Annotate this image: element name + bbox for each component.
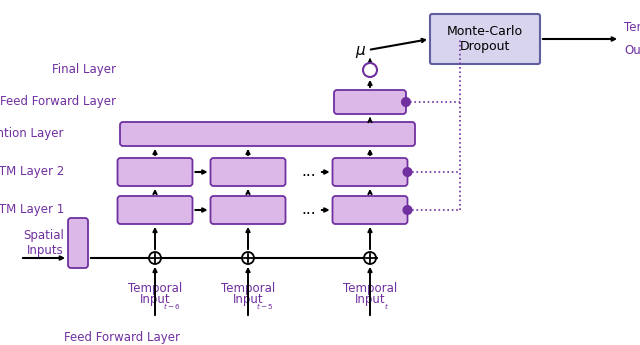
FancyBboxPatch shape bbox=[333, 158, 408, 186]
FancyBboxPatch shape bbox=[430, 14, 540, 64]
Circle shape bbox=[364, 252, 376, 264]
Circle shape bbox=[403, 168, 412, 176]
Text: Temporal: Temporal bbox=[128, 282, 182, 295]
Text: Output: Output bbox=[624, 44, 640, 57]
Text: Attention Layer: Attention Layer bbox=[0, 128, 64, 140]
FancyBboxPatch shape bbox=[120, 122, 415, 146]
Text: Temporal: Temporal bbox=[343, 282, 397, 295]
Text: Feed Forward Layer: Feed Forward Layer bbox=[0, 96, 116, 108]
FancyBboxPatch shape bbox=[211, 158, 285, 186]
Text: ...: ... bbox=[301, 203, 316, 217]
FancyBboxPatch shape bbox=[68, 218, 88, 268]
Text: Temporal: Temporal bbox=[221, 282, 275, 295]
Text: $_{t}$: $_{t}$ bbox=[385, 302, 390, 312]
Circle shape bbox=[403, 206, 412, 214]
FancyBboxPatch shape bbox=[333, 196, 408, 224]
Text: LSTM Layer 2: LSTM Layer 2 bbox=[0, 166, 64, 178]
FancyBboxPatch shape bbox=[118, 196, 193, 224]
Circle shape bbox=[242, 252, 254, 264]
Text: Final Layer: Final Layer bbox=[52, 63, 116, 77]
Text: LSTM Layer 1: LSTM Layer 1 bbox=[0, 204, 64, 217]
Text: μ: μ bbox=[355, 42, 365, 58]
Text: $_{t-5}$: $_{t-5}$ bbox=[256, 302, 274, 312]
Circle shape bbox=[149, 252, 161, 264]
Text: Input: Input bbox=[233, 293, 263, 306]
Text: Input: Input bbox=[140, 293, 170, 306]
Circle shape bbox=[402, 98, 410, 106]
Text: $_{t-6}$: $_{t-6}$ bbox=[163, 302, 181, 312]
Text: Feed Forward Layer: Feed Forward Layer bbox=[64, 332, 180, 345]
Text: Input: Input bbox=[355, 293, 385, 306]
Text: ...: ... bbox=[301, 165, 316, 179]
Text: Monte-Carlo
Dropout: Monte-Carlo Dropout bbox=[447, 25, 523, 53]
FancyBboxPatch shape bbox=[118, 158, 193, 186]
Text: Temporal: Temporal bbox=[624, 21, 640, 34]
FancyBboxPatch shape bbox=[334, 90, 406, 114]
Text: Spatial
Inputs: Spatial Inputs bbox=[23, 229, 64, 257]
FancyBboxPatch shape bbox=[211, 196, 285, 224]
Circle shape bbox=[363, 63, 377, 77]
